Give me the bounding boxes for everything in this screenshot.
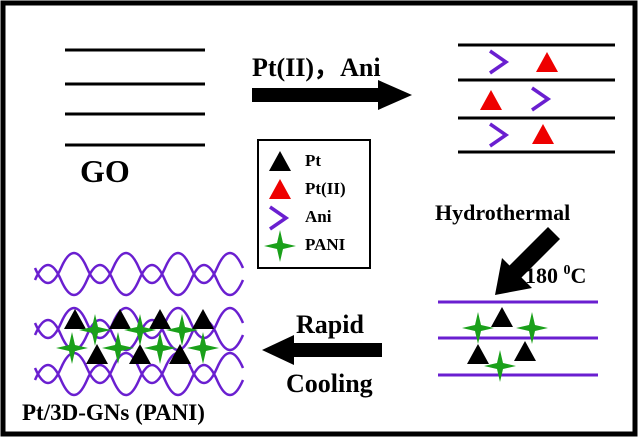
intercalated-layers	[458, 45, 615, 152]
arrow-right	[252, 80, 412, 110]
arrow-right-part	[252, 88, 382, 102]
go-layers	[65, 50, 205, 145]
intercalated-layers-part	[536, 52, 558, 72]
reagent-label: Pt(II)，Ani	[252, 53, 381, 82]
hydrothermal-label: Hydrothermal	[435, 200, 570, 225]
intercalated-layers-part	[490, 124, 506, 146]
intercalated-layers-part	[490, 51, 506, 73]
arrow-left	[262, 335, 382, 365]
temperature-label: 180 0C	[525, 263, 586, 288]
product-structure-part	[86, 344, 108, 364]
product-structure-part	[109, 309, 131, 329]
body: GO Pt(II)，Ani Pt Pt(II) Ani PANI Hydroth…	[0, 0, 638, 437]
product-label: Pt/3D-GNs (PANI)	[22, 400, 205, 425]
diagram: GO Pt(II)，Ani Pt Pt(II) Ani PANI Hydroth…	[0, 0, 638, 437]
intercalated-layers-part	[532, 88, 548, 110]
reduced-layers-part	[491, 307, 513, 327]
product-structure-part	[192, 309, 214, 329]
arrow-left-part	[262, 335, 294, 365]
reduced-layers-part	[467, 344, 489, 364]
intercalated-layers-part	[480, 90, 502, 110]
reduced-layers-part	[484, 350, 516, 382]
reduced-layers	[438, 302, 598, 382]
go-label: GO	[80, 153, 130, 189]
legend-label: Ani	[305, 207, 332, 226]
cooling-label: Rapid	[296, 310, 364, 339]
cooling-label: Cooling	[286, 369, 373, 398]
legend-label: PANI	[305, 235, 346, 254]
page: {"steps": {"start": {"label": "GO"}, "re…	[0, 0, 638, 437]
reduced-layers-part	[514, 341, 536, 361]
product-structure-part	[102, 332, 134, 364]
legend-label: Pt	[305, 151, 321, 170]
temperature-number: 180	[525, 263, 558, 288]
product-structure	[35, 253, 243, 395]
product-structure-part	[166, 314, 198, 346]
arrow-left-part	[290, 343, 382, 357]
product-structure-part	[187, 332, 219, 364]
temperature-superscript: 0	[564, 263, 571, 278]
temperature-unit: C	[571, 263, 587, 288]
reduced-layers-part	[438, 302, 598, 375]
legend-label: Pt(II)	[305, 179, 346, 198]
arrow-right-part	[378, 80, 412, 110]
intercalated-layers-part	[532, 124, 554, 144]
